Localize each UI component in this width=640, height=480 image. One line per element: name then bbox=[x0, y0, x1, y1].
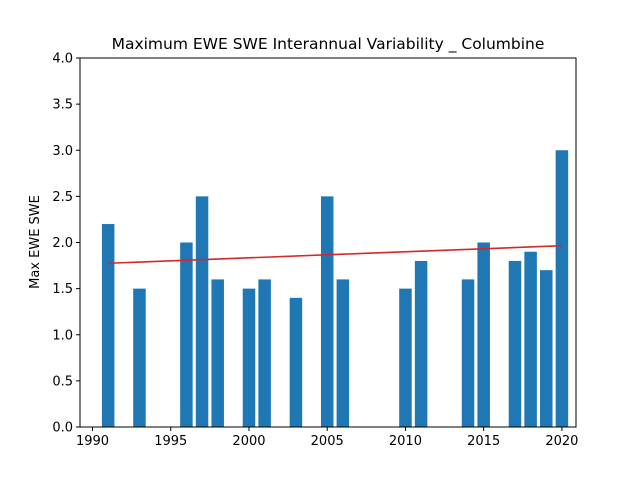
trend-line-group bbox=[108, 244, 562, 265]
bar-2005 bbox=[320, 196, 334, 427]
bar-2006 bbox=[336, 279, 350, 427]
bar-2015 bbox=[477, 242, 490, 427]
bar-1993 bbox=[133, 288, 146, 427]
y-tick-label-0.5: 0.5 bbox=[52, 374, 73, 389]
trend-line bbox=[108, 244, 562, 265]
x-tick-label-2010: 2010 bbox=[389, 434, 422, 449]
chart-title: Maximum EWE SWE Interannual Variability … bbox=[112, 35, 545, 54]
bars-group bbox=[101, 150, 569, 427]
y-tick-label-4: 4.0 bbox=[52, 52, 73, 67]
y-tick-label-1.5: 1.5 bbox=[52, 282, 73, 297]
y-tick-label-2: 2.0 bbox=[52, 236, 73, 251]
y-tick-label-2.5: 2.5 bbox=[52, 190, 73, 205]
x-tick-label-2000: 2000 bbox=[232, 434, 265, 449]
bar-2018 bbox=[524, 251, 537, 427]
x-tick-label-2015: 2015 bbox=[467, 434, 500, 449]
bar-2010 bbox=[399, 288, 412, 427]
x-tick-label-1995: 1995 bbox=[154, 434, 187, 449]
y-axis-label: Max EWE SWE bbox=[28, 195, 43, 289]
bar-2019 bbox=[540, 270, 553, 427]
y-axis-ticks: 0.0 0.5 1.0 1.5 2.0 2.5 3.0 3.5 4.0 bbox=[52, 52, 80, 436]
x-tick-label-1990: 1990 bbox=[76, 434, 109, 449]
x-tick-label-2020: 2020 bbox=[545, 434, 578, 449]
y-tick-label-1: 1.0 bbox=[52, 328, 73, 343]
y-tick-label-0: 0.0 bbox=[52, 421, 73, 436]
bar-2003 bbox=[289, 297, 303, 427]
x-tick-label-2005: 2005 bbox=[311, 434, 344, 449]
bar-2001 bbox=[258, 279, 271, 427]
x-axis-ticks: 1990 1995 2000 2005 2010 2015 2020 bbox=[76, 427, 578, 449]
bar-2000 bbox=[242, 288, 256, 427]
bar-2011 bbox=[414, 260, 428, 427]
bar-2017 bbox=[508, 260, 522, 427]
bar-1991 bbox=[101, 224, 115, 427]
bar-2014 bbox=[461, 279, 475, 427]
bar-1996 bbox=[180, 242, 193, 427]
bar-1997 bbox=[195, 196, 209, 427]
bar-1998 bbox=[211, 279, 224, 427]
y-tick-label-3: 3.0 bbox=[52, 144, 73, 159]
bar-2020 bbox=[555, 150, 569, 427]
y-tick-label-3.5: 3.5 bbox=[52, 98, 73, 113]
